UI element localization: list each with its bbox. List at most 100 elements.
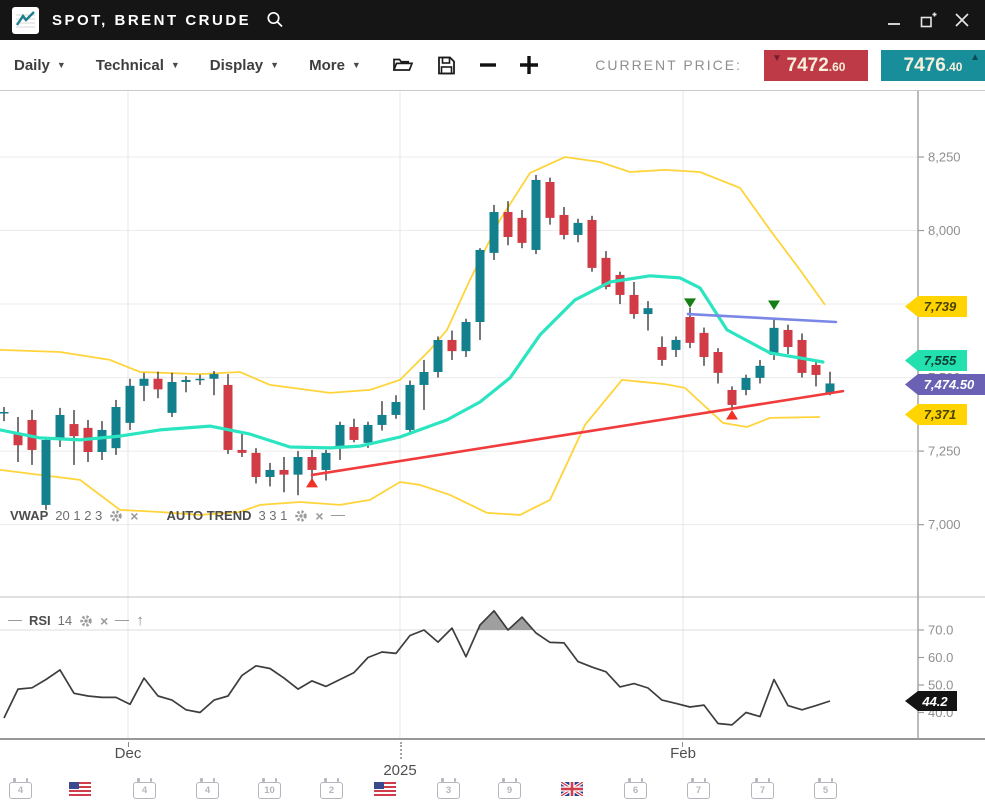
chevron-down-icon: ▼ (56, 60, 66, 70)
gear-icon[interactable] (294, 509, 308, 523)
event-calendar-icon[interactable]: 4 (133, 778, 156, 799)
candle-body (335, 424, 345, 448)
restore-icon (920, 12, 937, 28)
auto-trend-line (310, 389, 845, 477)
gear-icon[interactable] (109, 509, 123, 523)
candle-body (279, 469, 289, 475)
event-calendar-icon[interactable]: 4 (196, 778, 219, 799)
vwap-price-tag: 7,555 (905, 350, 967, 371)
save-button[interactable] (435, 54, 458, 77)
price-axis-label: 7,000 (928, 517, 961, 532)
instrument-title: SPOT, BRENT CRUDE (52, 11, 252, 29)
zoom-in-button[interactable] (518, 54, 540, 76)
event-flag-us-icon[interactable] (374, 782, 396, 796)
app-logo (12, 6, 39, 34)
event-calendar-icon[interactable]: 10 (258, 778, 281, 799)
event-flag-uk-icon[interactable] (561, 782, 583, 796)
bollinger-upper-band (0, 156, 826, 394)
menu-display[interactable]: Display ▼ (210, 57, 279, 74)
candle-body (195, 378, 205, 381)
candle-body (237, 449, 247, 453)
bid-price-badge: ▼ 7472.60 (764, 49, 868, 81)
rsi-line (3, 609, 831, 726)
zoom-out-button[interactable] (478, 55, 498, 75)
candle-body (265, 469, 275, 477)
save-icon (437, 56, 455, 74)
candle-body (713, 352, 723, 373)
event-calendar-icon[interactable]: 7 (751, 778, 774, 799)
chart-area: 8,2508,0007,7507,5007,2507,00070.060.050… (0, 91, 985, 742)
x-axis-year-divider (400, 742, 402, 759)
gear-icon[interactable] (79, 614, 93, 628)
rsi-value-tag: 44.2 (905, 691, 957, 711)
minimize-icon (888, 23, 900, 25)
auto-trend-indicator-name: AUTO TREND (166, 508, 252, 523)
chart-logo-icon (16, 10, 35, 27)
menu-daily[interactable]: Daily ▼ (14, 57, 66, 74)
candle-body (657, 347, 667, 360)
candle-body (41, 439, 51, 505)
remove-auto-trend-icon[interactable]: × (315, 507, 324, 524)
current-price-label: CURRENT PRICE: (595, 57, 742, 73)
candle-body (363, 424, 373, 443)
candle-body (209, 374, 219, 379)
remove-vwap-icon[interactable]: × (130, 507, 139, 524)
plus-icon (519, 56, 538, 74)
rsi-indicator-name: RSI (29, 613, 51, 628)
candle-body (587, 219, 597, 268)
price-chart-canvas[interactable]: 8,2508,0007,7507,5007,2507,00070.060.050… (0, 91, 985, 742)
band-low-price-tag: 7,371 (905, 404, 967, 425)
candle-body (167, 382, 177, 413)
close-icon (955, 13, 969, 27)
candle-body (545, 182, 555, 218)
event-flag-us-icon[interactable] (69, 782, 91, 796)
candle-body (685, 317, 695, 343)
rsi-overbought-fill (508, 617, 534, 630)
auto-trend-indicator-params: 3 3 1 (258, 508, 288, 523)
event-calendar-icon[interactable]: 7 (687, 778, 710, 799)
event-calendar-icon[interactable]: 3 (437, 778, 460, 799)
candle-body (433, 339, 443, 372)
auto-trend-line (686, 312, 838, 324)
open-layout-button[interactable] (391, 54, 415, 76)
candle-body (293, 457, 303, 475)
sell-signal-marker (768, 300, 780, 310)
candle-body (489, 212, 499, 253)
chevron-down-icon: ▼ (170, 60, 180, 70)
chevron-down-icon: ▼ (270, 60, 280, 70)
candle-body (405, 384, 415, 430)
rsi-indicator-params: 14 (57, 613, 73, 628)
close-button[interactable] (949, 7, 975, 33)
candle-body (419, 372, 429, 385)
restore-button[interactable] (915, 7, 941, 33)
minimize-button[interactable] (881, 7, 907, 33)
event-calendar-icon[interactable]: 2 (320, 778, 343, 799)
candle-body (69, 424, 79, 437)
event-calendar-icon[interactable]: 4 (9, 778, 32, 799)
remove-rsi-icon[interactable]: × (100, 612, 109, 629)
menu-more[interactable]: More ▼ (309, 57, 361, 74)
arrow-down-icon: ▼ (772, 52, 782, 64)
candle-body (181, 379, 191, 382)
candle-body (0, 412, 9, 414)
candle-body (825, 383, 835, 393)
candle-body (377, 414, 387, 425)
event-calendar-icon[interactable]: 9 (498, 778, 521, 799)
candle-body (741, 377, 751, 390)
search-button[interactable] (265, 10, 285, 30)
candle-body (517, 217, 527, 243)
candle-body (531, 179, 541, 250)
move-panel-up-icon[interactable]: ↑ (136, 612, 144, 629)
candle-body (307, 457, 317, 470)
candle-body (111, 407, 121, 449)
candle-body (475, 249, 485, 322)
candle-body (223, 384, 233, 450)
event-calendar-icon[interactable]: 5 (814, 778, 837, 799)
buy-signal-marker (726, 409, 738, 420)
menu-technical[interactable]: Technical ▼ (96, 57, 180, 74)
candle-body (125, 385, 135, 423)
candle-body (573, 222, 583, 235)
event-calendar-icon[interactable]: 6 (624, 778, 647, 799)
x-axis-label-feb: Feb (670, 745, 696, 762)
folder-open-icon (392, 58, 414, 71)
